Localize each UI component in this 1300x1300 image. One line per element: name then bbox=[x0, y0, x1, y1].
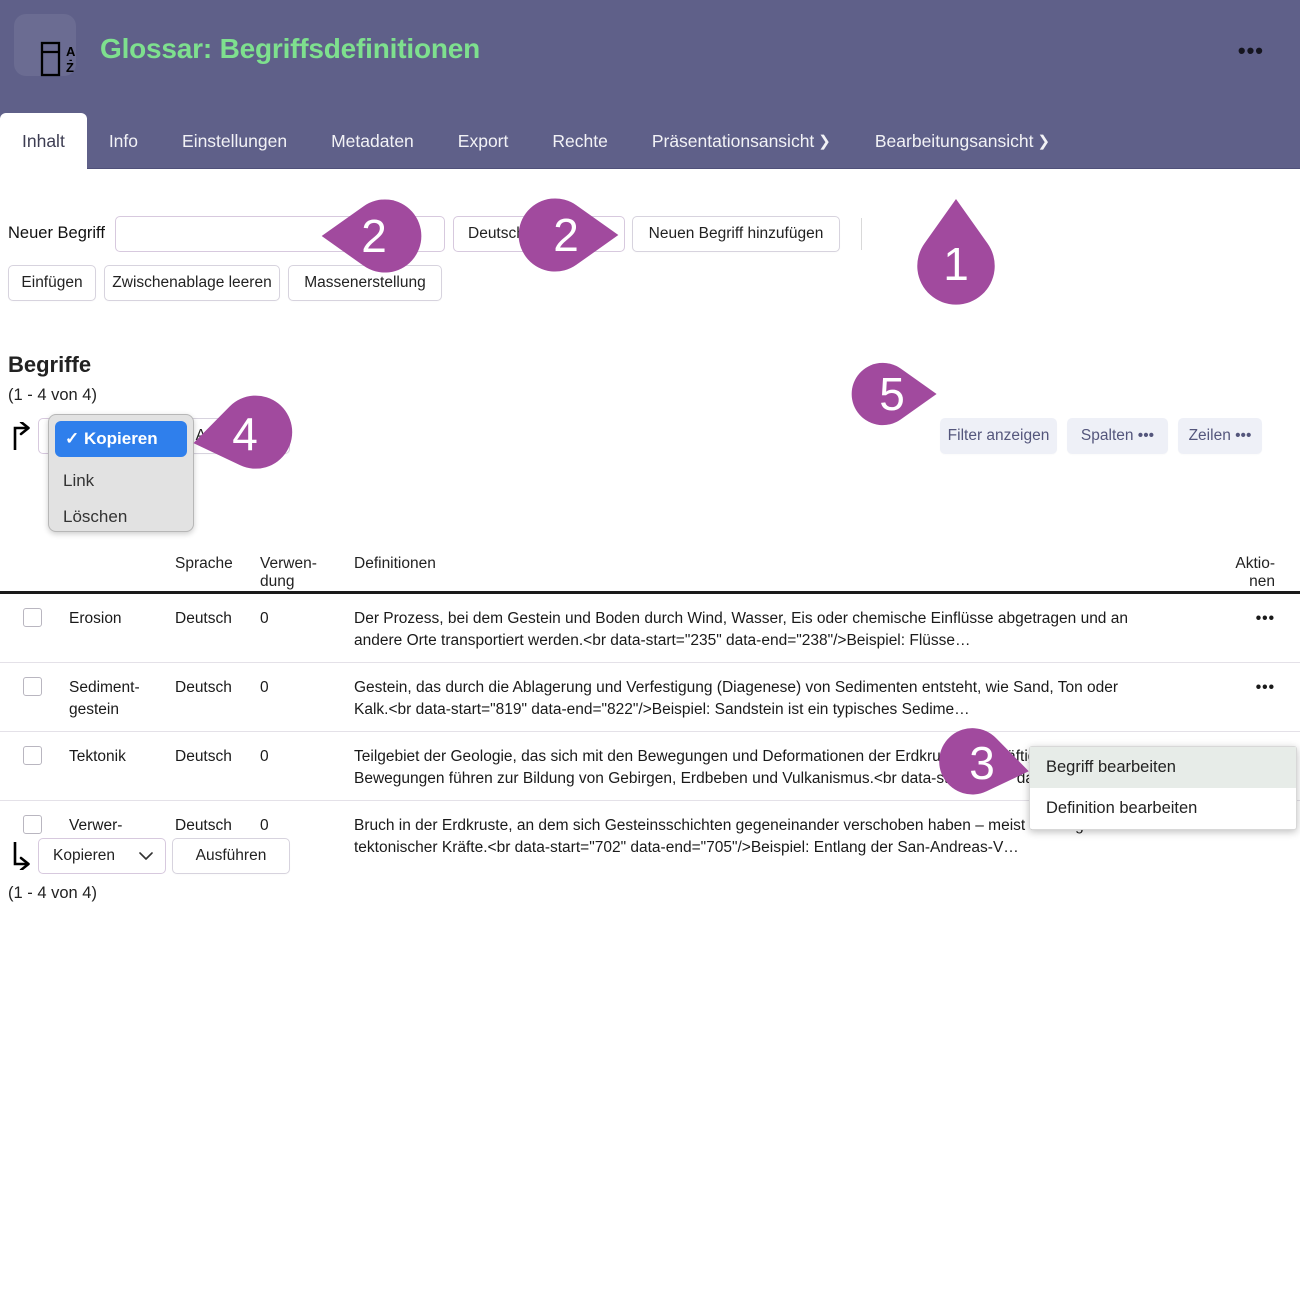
svg-text:Z: Z bbox=[66, 60, 74, 75]
